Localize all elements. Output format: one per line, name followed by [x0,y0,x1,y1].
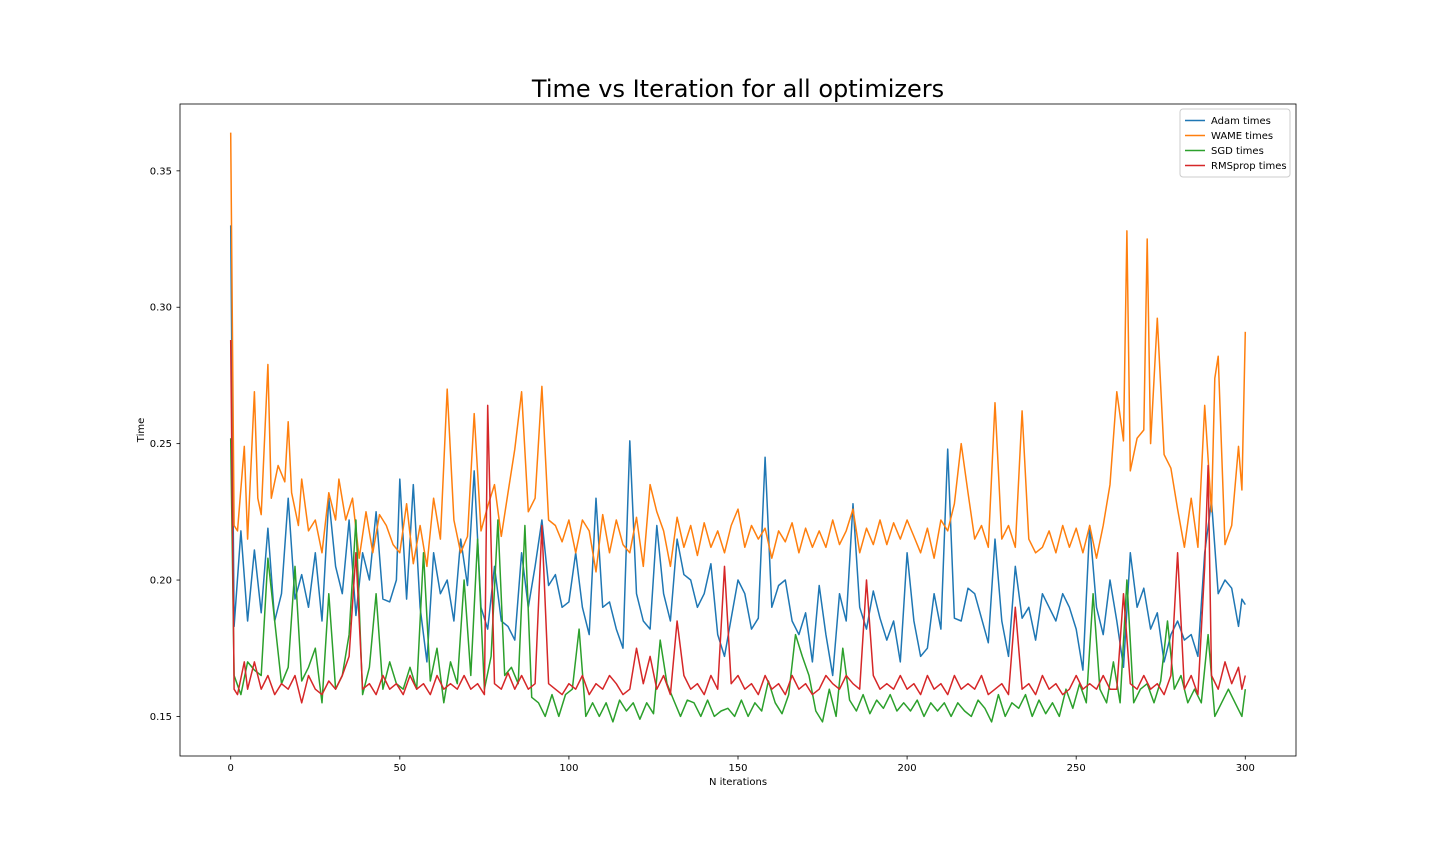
x-tick-label: 300 [1236,763,1255,774]
x-tick-label: 150 [728,763,747,774]
legend-entry-label: Adam times [1211,116,1271,127]
y-tick-label: 0.15 [150,712,172,723]
y-tick-label: 0.25 [150,439,172,450]
x-tick-label: 100 [559,763,578,774]
x-tick-label: 200 [898,763,917,774]
y-axis-label: Time [136,418,147,443]
chart-title: Time vs Iteration for all optimizers [531,75,944,103]
legend-entry-label: RMSprop times [1211,161,1287,172]
x-tick-label: 250 [1067,763,1086,774]
x-tick-label: 0 [228,763,234,774]
legend-entry-label: SGD times [1211,146,1264,157]
series-line-adam-times [229,225,1246,677]
legend-entry-label: WAME times [1211,131,1273,142]
y-tick-label: 0.30 [150,303,172,314]
y-tick-label: 0.20 [150,576,172,587]
x-tick-label: 50 [393,763,406,774]
legend-box [1179,108,1291,178]
y-tick-label: 0.35 [150,166,172,177]
axes: 0 50 100 150 200 250 300 0.15 0.20 0.25 0.30 0.35 [150,103,1297,774]
series-line-wame-times [229,132,1247,573]
x-axis-label: N iterations [709,777,767,788]
legend: Adam times WAME times SGD times RMSprop tim… [1179,108,1291,178]
series-line-rmsprop-times [229,339,1247,704]
plot-area [229,132,1247,723]
